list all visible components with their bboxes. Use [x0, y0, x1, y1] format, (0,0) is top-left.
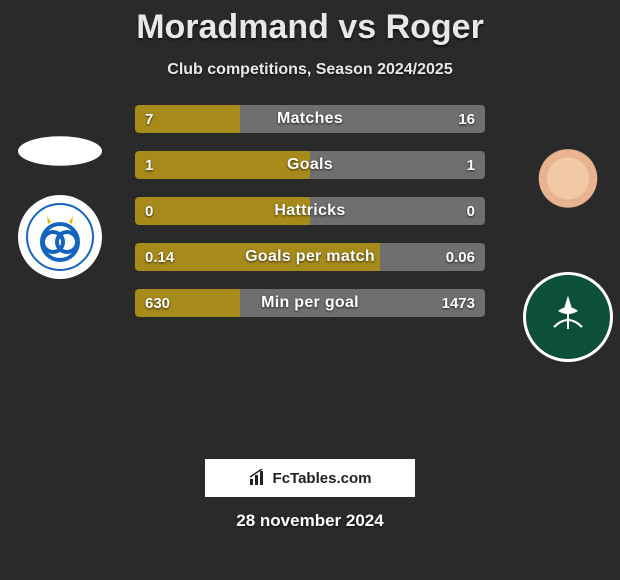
metric-row: 1 Goals 1 — [135, 151, 485, 179]
metric-right-value: 1 — [467, 157, 475, 174]
metric-right-value: 0 — [467, 203, 475, 220]
page-title: Moradmand vs Roger — [0, 0, 620, 47]
brand-text: FcTables.com — [273, 470, 372, 487]
metric-bars: 7 Matches 16 1 Goals 1 0 Hattricks 0 0.14 Goals pe… — [135, 105, 485, 335]
metric-left-value: 0.14 — [145, 249, 174, 266]
metric-row: 0.14 Goals per match 0.06 — [135, 243, 485, 271]
metric-left-value: 0 — [145, 203, 153, 220]
player-left-avatar — [18, 136, 102, 165]
metric-label: Matches — [277, 110, 343, 128]
subtitle: Club competitions, Season 2024/2025 — [0, 61, 620, 79]
metric-left-value: 7 — [145, 111, 153, 128]
brand-box[interactable]: FcTables.com — [205, 459, 415, 497]
metric-right-value: 16 — [458, 111, 475, 128]
player-right-club-badge — [526, 275, 610, 359]
metric-label: Goals — [287, 156, 333, 174]
metric-label: Goals per match — [245, 248, 375, 266]
metric-row: 630 Min per goal 1473 — [135, 289, 485, 317]
metric-row: 0 Hattricks 0 — [135, 197, 485, 225]
player-left-club-badge — [18, 195, 102, 279]
esteghlal-icon — [25, 202, 95, 272]
metric-right-value: 1473 — [442, 295, 475, 312]
date-text: 28 november 2024 — [0, 511, 620, 531]
player-right-avatar — [526, 149, 610, 233]
metric-left-value: 630 — [145, 295, 170, 312]
metric-label: Hattricks — [274, 202, 345, 220]
metric-row: 7 Matches 16 — [135, 105, 485, 133]
metric-left-value: 1 — [145, 157, 153, 174]
comparison-stage: 7 Matches 16 1 Goals 1 0 Hattricks 0 0.14 Goals pe… — [0, 97, 620, 457]
chart-icon — [249, 469, 267, 487]
alahli-icon — [544, 293, 592, 341]
metric-right-value: 0.06 — [446, 249, 475, 266]
metric-label: Min per goal — [261, 294, 359, 312]
